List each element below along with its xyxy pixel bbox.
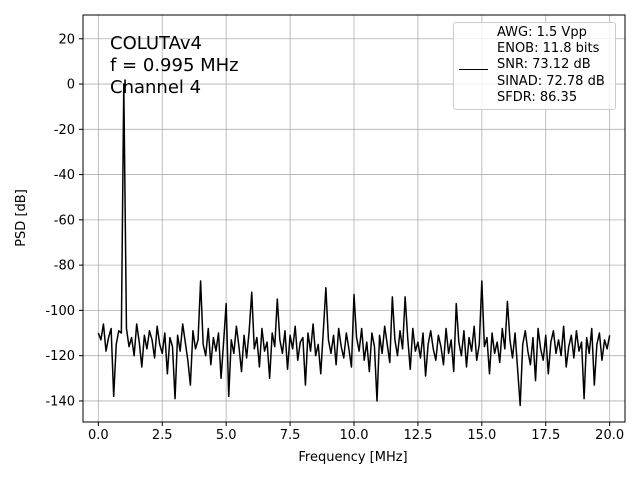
annotation-line: f = 0.995 MHz: [110, 55, 239, 76]
x-tick-label: 0.0: [88, 428, 109, 443]
legend-label: AWG: 1.5 Vpp ENOB: 11.8 bits SNR: 73.12 …: [497, 25, 605, 105]
annotation: COLUTAv4 f = 0.995 MHz Channel 4: [110, 33, 239, 99]
x-tick-label: 20.0: [595, 428, 624, 443]
x-tick-label: 17.5: [531, 428, 560, 443]
y-axis-label: PSD [dB]: [14, 189, 29, 247]
annotation-line: COLUTAv4: [110, 33, 203, 54]
x-tick-label: 7.5: [280, 428, 301, 443]
y-tick-label: -80: [54, 259, 75, 274]
annotation-line: Channel 4: [110, 77, 202, 98]
y-tick-label: -100: [45, 304, 75, 319]
y-tick-label: 0: [67, 78, 75, 93]
legend-swatch: [459, 69, 488, 70]
x-tick-label: 15.0: [467, 428, 496, 443]
y-tick-label: 20: [58, 32, 75, 47]
series-line: [97, 83, 611, 407]
plot-frame: [82, 14, 626, 423]
x-axis-label: Frequency [MHz]: [298, 450, 407, 465]
x-tick-label: 2.5: [152, 428, 173, 443]
x-tick-label: 5.0: [216, 428, 237, 443]
y-tick-label: -140: [45, 394, 75, 409]
x-tick-label: 10.0: [340, 428, 369, 443]
legend: AWG: 1.5 Vpp ENOB: 11.8 bits SNR: 73.12 …: [453, 22, 616, 110]
y-tick-label: -120: [45, 349, 75, 364]
y-tick-label: -40: [54, 168, 75, 183]
y-tick-label: -20: [54, 123, 75, 138]
y-tick-label: -60: [54, 213, 75, 228]
x-tick-label: 12.5: [403, 428, 432, 443]
